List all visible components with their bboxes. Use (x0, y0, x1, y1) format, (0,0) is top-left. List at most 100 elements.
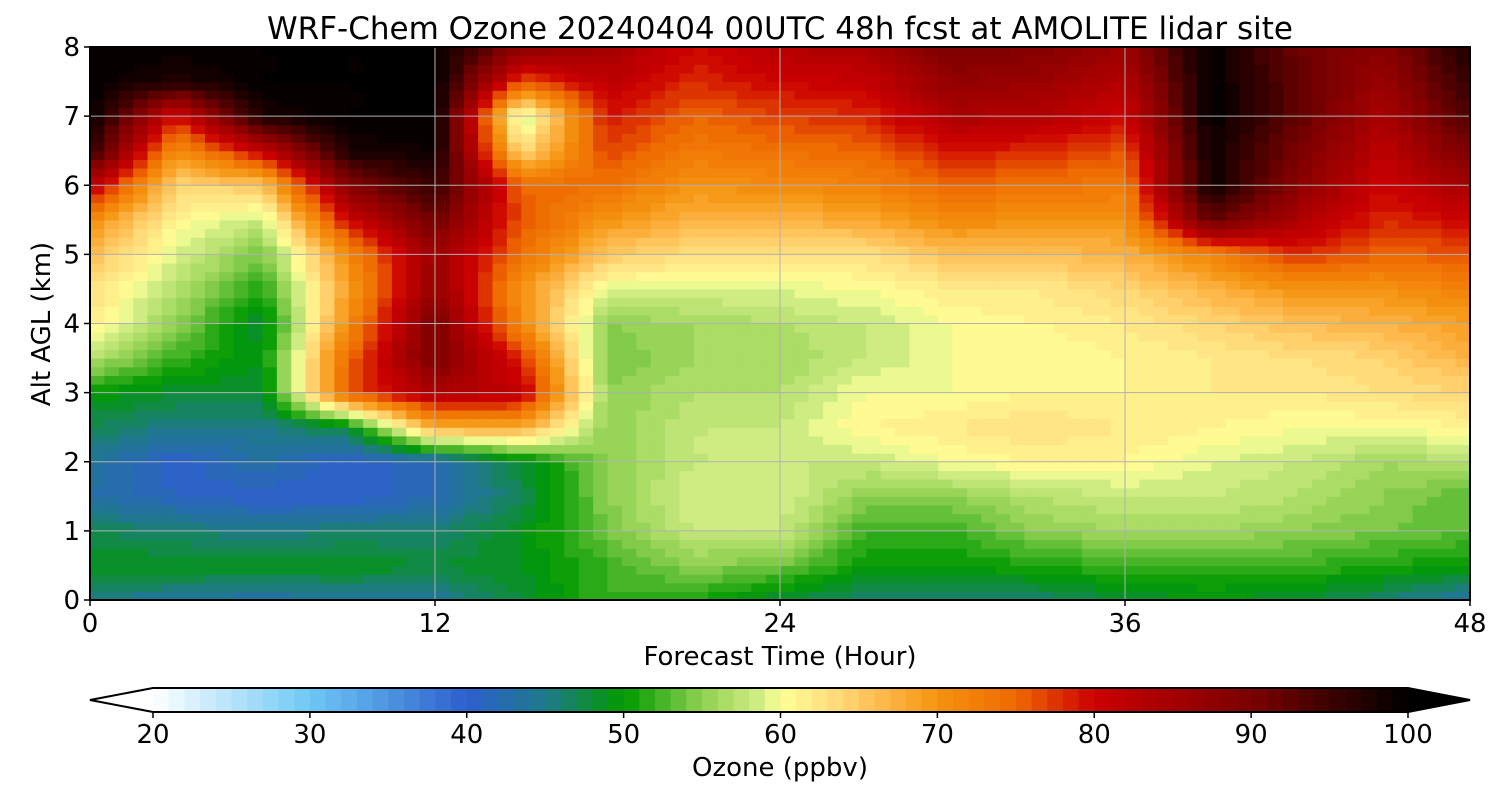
heat-cell (420, 409, 436, 420)
heat-cell (1024, 401, 1040, 411)
heat-cell (722, 263, 738, 273)
heat-cell (708, 150, 724, 160)
heat-cell (794, 375, 810, 385)
heat-cell (348, 202, 364, 212)
heat-cell (1455, 193, 1471, 204)
heat-cell (1110, 418, 1126, 428)
heat-cell (1369, 202, 1385, 212)
heat-cell (607, 271, 623, 281)
heat-cell (679, 306, 695, 316)
heat-cell (478, 504, 494, 515)
heat-cell (147, 591, 163, 601)
heat-cell (550, 470, 565, 480)
heat-cell (1081, 254, 1097, 264)
heat-cell (751, 306, 767, 316)
heat-cell (262, 496, 278, 506)
heat-cell (363, 193, 379, 204)
heat-cell (1139, 211, 1155, 221)
heat-cell (923, 496, 939, 506)
heat-cell (521, 565, 537, 575)
heat-cell (1383, 470, 1399, 480)
heat-cell (1441, 427, 1457, 437)
heat-cell (1326, 349, 1342, 359)
heat-cell (1096, 548, 1112, 558)
heat-cell (449, 185, 465, 195)
heat-cell (578, 340, 594, 351)
heat-cell (276, 522, 292, 532)
heat-cell (161, 306, 177, 316)
heat-cell (780, 314, 795, 325)
heat-cell (1067, 487, 1083, 497)
heat-cell (1024, 185, 1040, 195)
heat-cell (478, 591, 494, 601)
heat-cell (1426, 219, 1442, 230)
heat-cell (1153, 591, 1169, 601)
heat-cell (780, 202, 795, 212)
heat-cell (1053, 418, 1069, 428)
heat-cell (276, 461, 292, 471)
heat-cell (377, 556, 393, 567)
heat-cell (1010, 556, 1025, 567)
heat-cell (1067, 427, 1083, 437)
heat-cell (377, 193, 393, 204)
heat-cell (736, 150, 752, 160)
heat-cell (823, 530, 839, 541)
heat-cell (492, 479, 508, 489)
heat-cell (794, 323, 810, 333)
heat-cell (305, 453, 321, 463)
heat-cell (1038, 453, 1054, 463)
heat-cell (866, 513, 882, 523)
heat-cell (176, 297, 192, 307)
heat-cell (1283, 453, 1299, 463)
heat-cell (736, 522, 752, 532)
heat-cell (1412, 427, 1428, 437)
heat-cell (1426, 522, 1442, 532)
heat-cell (909, 306, 925, 316)
heat-cell (1096, 185, 1112, 195)
heat-cell (1383, 211, 1399, 221)
heat-cell (334, 340, 350, 351)
heat-cell (995, 176, 1011, 186)
heat-cell (233, 453, 249, 463)
heat-cell (1211, 150, 1227, 160)
heat-cell (722, 530, 738, 541)
heat-cell (1110, 349, 1126, 359)
heat-cell (1412, 574, 1428, 584)
heat-cell (320, 418, 335, 428)
heat-cell (952, 375, 968, 385)
heat-cell (564, 435, 580, 446)
heat-cell (1168, 228, 1184, 238)
heat-cell (104, 297, 120, 307)
heat-cell (1441, 150, 1457, 160)
heat-cell (550, 427, 565, 437)
heat-cell (391, 383, 407, 394)
heat-cell (751, 392, 767, 402)
heat-cell (650, 513, 666, 523)
heat-cell (1355, 358, 1370, 368)
heat-cell (262, 504, 278, 515)
heat-cell (751, 176, 767, 186)
heat-cell (262, 323, 278, 333)
heat-cell (851, 461, 867, 471)
heat-cell (995, 297, 1011, 307)
heat-cell (650, 444, 666, 454)
heat-cell (1383, 435, 1399, 446)
heat-cell (363, 167, 379, 178)
heat-cell (1283, 504, 1299, 515)
heat-cell (981, 202, 997, 212)
heat-cell (895, 539, 910, 549)
heat-cell (1182, 366, 1198, 376)
heat-cell (262, 211, 278, 221)
heat-cell (1340, 159, 1356, 169)
heat-cell (1196, 176, 1212, 186)
heat-cell (1254, 418, 1270, 428)
heat-cell (938, 349, 954, 359)
heat-cell (521, 409, 537, 420)
heat-cell (1038, 565, 1054, 575)
heat-cell (506, 574, 522, 584)
heat-cell (880, 530, 896, 541)
heat-cell (176, 418, 192, 428)
heat-cell (952, 504, 968, 515)
heat-cell (1053, 427, 1069, 437)
heat-cell (1326, 271, 1342, 281)
